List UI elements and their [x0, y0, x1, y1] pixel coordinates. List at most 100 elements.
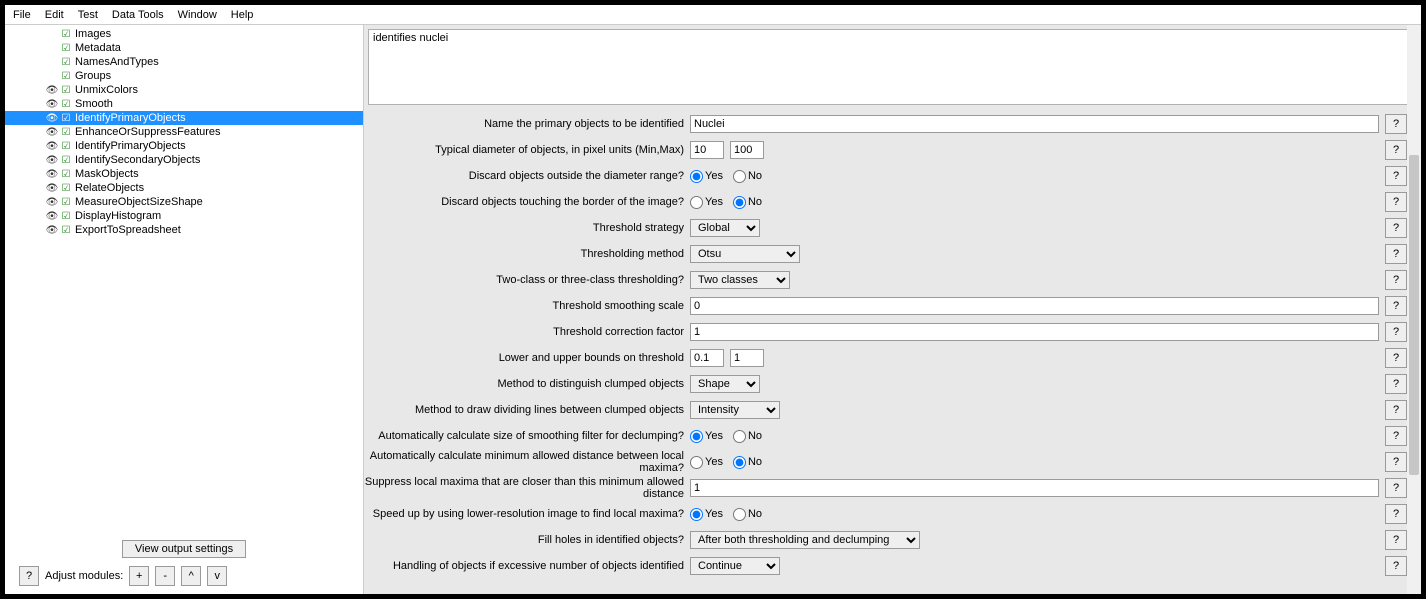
radio-option-yes[interactable]: Yes [690, 430, 723, 443]
help-button[interactable]: ? [1385, 556, 1407, 576]
min-input[interactable] [690, 349, 724, 367]
radio-option-yes[interactable]: Yes [690, 508, 723, 521]
help-button[interactable]: ? [1385, 374, 1407, 394]
pipeline-item-smooth[interactable]: 👁☑Smooth [5, 97, 363, 111]
select-input[interactable]: Global [690, 219, 760, 237]
radio-option-no[interactable]: No [733, 170, 762, 183]
pipeline-item-images[interactable]: ☑Images [5, 27, 363, 41]
help-button[interactable]: ? [1385, 504, 1407, 524]
text-input[interactable] [690, 479, 1379, 497]
help-button[interactable]: ? [1385, 270, 1407, 290]
enabled-check-icon[interactable]: ☑ [59, 57, 73, 68]
eye-icon[interactable]: 👁 [45, 127, 59, 138]
help-button[interactable]: ? [1385, 114, 1407, 134]
enabled-check-icon[interactable]: ☑ [59, 29, 73, 40]
max-input[interactable] [730, 349, 764, 367]
eye-icon[interactable]: 👁 [45, 225, 59, 236]
eye-icon[interactable]: 👁 [45, 155, 59, 166]
menu-file[interactable]: File [13, 9, 31, 21]
pipeline-item-metadata[interactable]: ☑Metadata [5, 41, 363, 55]
pipeline-item-namesandtypes[interactable]: ☑NamesAndTypes [5, 55, 363, 69]
help-button[interactable]: ? [1385, 166, 1407, 186]
help-button[interactable]: ? [1385, 218, 1407, 238]
eye-icon[interactable]: 👁 [45, 99, 59, 110]
help-button[interactable]: ? [1385, 400, 1407, 420]
select-input[interactable]: Intensity [690, 401, 780, 419]
enabled-check-icon[interactable]: ☑ [59, 113, 73, 124]
scrollbar-thumb[interactable] [1409, 155, 1419, 475]
pipeline-item-identifyprimaryobjects[interactable]: 👁☑IdentifyPrimaryObjects [5, 139, 363, 153]
max-input[interactable] [730, 141, 764, 159]
enabled-check-icon[interactable]: ☑ [59, 43, 73, 54]
pipeline-item-maskobjects[interactable]: 👁☑MaskObjects [5, 167, 363, 181]
eye-icon[interactable]: 👁 [45, 85, 59, 96]
help-button[interactable]: ? [1385, 530, 1407, 550]
enabled-check-icon[interactable]: ☑ [59, 99, 73, 110]
help-button[interactable]: ? [1385, 452, 1407, 472]
pipeline-item-relateobjects[interactable]: 👁☑RelateObjects [5, 181, 363, 195]
radio-option-yes[interactable]: Yes [690, 456, 723, 469]
select-input[interactable]: After both thresholding and declumping [690, 531, 920, 549]
help-button[interactable]: ? [1385, 296, 1407, 316]
radio-input[interactable] [733, 170, 746, 183]
eye-icon[interactable]: 👁 [45, 141, 59, 152]
pipeline-item-exporttospreadsheet[interactable]: 👁☑ExportToSpreadsheet [5, 223, 363, 237]
select-input[interactable]: Otsu [690, 245, 800, 263]
help-button[interactable]: ? [1385, 192, 1407, 212]
menu-edit[interactable]: Edit [45, 9, 64, 21]
text-input[interactable] [690, 297, 1379, 315]
eye-icon[interactable]: 👁 [45, 197, 59, 208]
pipeline-item-unmixcolors[interactable]: 👁☑UnmixColors [5, 83, 363, 97]
enabled-check-icon[interactable]: ☑ [59, 141, 73, 152]
radio-input[interactable] [690, 456, 703, 469]
module-notes-textarea[interactable] [368, 29, 1411, 105]
text-input[interactable] [690, 323, 1379, 341]
enabled-check-icon[interactable]: ☑ [59, 197, 73, 208]
radio-option-yes[interactable]: Yes [690, 196, 723, 209]
select-input[interactable]: Two classes [690, 271, 790, 289]
eye-icon[interactable]: 👁 [45, 211, 59, 222]
enabled-check-icon[interactable]: ☑ [59, 211, 73, 222]
radio-input[interactable] [690, 196, 703, 209]
adjust-help-button[interactable]: ? [19, 566, 39, 586]
pipeline-item-identifysecondaryobjects[interactable]: 👁☑IdentifySecondaryObjects [5, 153, 363, 167]
help-button[interactable]: ? [1385, 322, 1407, 342]
menu-window[interactable]: Window [178, 9, 217, 21]
move-down-button[interactable]: v [207, 566, 227, 586]
pipeline-item-groups[interactable]: ☑Groups [5, 69, 363, 83]
radio-option-no[interactable]: No [733, 196, 762, 209]
enabled-check-icon[interactable]: ☑ [59, 155, 73, 166]
pipeline-item-enhanceorsuppressfeatures[interactable]: 👁☑EnhanceOrSuppressFeatures [5, 125, 363, 139]
radio-input[interactable] [733, 196, 746, 209]
enabled-check-icon[interactable]: ☑ [59, 225, 73, 236]
select-input[interactable]: Continue [690, 557, 780, 575]
enabled-check-icon[interactable]: ☑ [59, 183, 73, 194]
eye-icon[interactable]: 👁 [45, 183, 59, 194]
radio-option-no[interactable]: No [733, 508, 762, 521]
vertical-scrollbar[interactable] [1407, 25, 1421, 594]
pipeline-item-identifyprimaryobjects[interactable]: 👁☑IdentifyPrimaryObjects [5, 111, 363, 125]
help-button[interactable]: ? [1385, 478, 1407, 498]
radio-input[interactable] [690, 430, 703, 443]
help-button[interactable]: ? [1385, 426, 1407, 446]
radio-option-no[interactable]: No [733, 456, 762, 469]
min-input[interactable] [690, 141, 724, 159]
menu-data-tools[interactable]: Data Tools [112, 9, 164, 21]
enabled-check-icon[interactable]: ☑ [59, 169, 73, 180]
help-button[interactable]: ? [1385, 244, 1407, 264]
radio-option-yes[interactable]: Yes [690, 170, 723, 183]
select-input[interactable]: Shape [690, 375, 760, 393]
move-up-button[interactable]: ^ [181, 566, 201, 586]
view-output-settings-button[interactable]: View output settings [122, 540, 246, 558]
radio-input[interactable] [690, 508, 703, 521]
text-input[interactable] [690, 115, 1379, 133]
remove-module-button[interactable]: - [155, 566, 175, 586]
pipeline-item-measureobjectsizeshape[interactable]: 👁☑MeasureObjectSizeShape [5, 195, 363, 209]
add-module-button[interactable]: + [129, 566, 149, 586]
radio-option-no[interactable]: No [733, 430, 762, 443]
radio-input[interactable] [733, 508, 746, 521]
eye-icon[interactable]: 👁 [45, 169, 59, 180]
radio-input[interactable] [690, 170, 703, 183]
radio-input[interactable] [733, 430, 746, 443]
help-button[interactable]: ? [1385, 348, 1407, 368]
